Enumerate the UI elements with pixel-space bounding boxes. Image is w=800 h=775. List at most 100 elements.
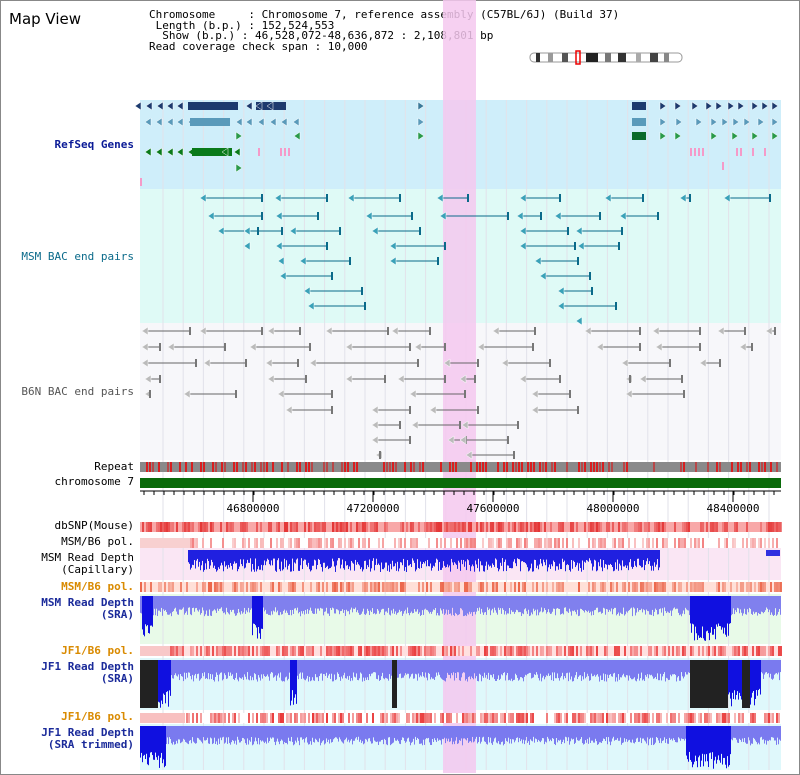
depth-bar (250, 660, 251, 676)
gene-arrow (584, 326, 592, 336)
depth-bar (366, 660, 367, 680)
depth-bar (618, 660, 619, 675)
heat-mark (318, 713, 320, 723)
heat-mark (708, 646, 710, 656)
depth-bar (258, 726, 259, 738)
depth-bar (331, 726, 332, 743)
depth-bar (472, 550, 473, 565)
depth-bar (353, 596, 354, 609)
gene-arrow (176, 101, 184, 111)
gene-arrow (727, 101, 735, 111)
track-label-msm-depth-sra[interactable]: MSM Read Depth (SRA) (41, 596, 134, 621)
gene-arrow (447, 435, 455, 445)
track-label-msm-b6-pol-1[interactable]: MSM/B6 pol. (61, 535, 134, 548)
heat-mark (612, 582, 614, 592)
depth-bar (223, 550, 224, 572)
depth-bar (171, 660, 172, 676)
bac-end-mark (507, 436, 509, 444)
depth-bar (627, 550, 628, 566)
track-label-msm-bac[interactable]: MSM BAC end pairs (21, 250, 134, 263)
heat-mark (582, 713, 584, 723)
heat-mark (588, 522, 590, 532)
track-label-jf1-depth-sra[interactable]: JF1 Read Depth (SRA) (41, 660, 134, 685)
heat-mark (246, 582, 248, 592)
heat-mark (776, 538, 778, 548)
heat-mark (722, 582, 724, 592)
depth-bar (181, 660, 182, 677)
heat-mark (686, 582, 688, 592)
repeat-mark (221, 462, 223, 472)
heat-mark (440, 582, 442, 592)
depth-bar (423, 726, 424, 740)
depth-bar (622, 550, 623, 561)
depth-bar (157, 596, 158, 616)
heat-mark (532, 522, 534, 532)
heat-mark (732, 646, 734, 656)
heat-mark (550, 646, 552, 656)
heat-mark (450, 522, 452, 532)
heat-mark (196, 646, 198, 656)
track-label-jf1-b6-pol-2[interactable]: JF1/B6 pol. (61, 710, 134, 723)
depth-bar (217, 660, 218, 675)
gene-arrow (604, 193, 612, 203)
depth-bar (542, 726, 543, 738)
heat-mark (192, 646, 194, 656)
depth-bar (301, 726, 302, 738)
depth-bar (189, 550, 190, 564)
heat-mark (170, 646, 172, 656)
depth-bar (233, 660, 234, 679)
depth-bar (207, 726, 208, 738)
track-label-refseq[interactable]: RefSeq Genes (54, 138, 134, 151)
depth-bar (220, 726, 221, 738)
depth-bar (255, 726, 256, 738)
heat-mark (434, 522, 436, 532)
heat-strip (140, 713, 781, 723)
depth-bar (299, 550, 300, 571)
depth-bar (155, 596, 156, 616)
track-label-b6n-bac[interactable]: B6N BAC end pairs (21, 385, 134, 398)
track-label-msm-depth-capillary[interactable]: MSM Read Depth (Capillary) (41, 551, 134, 576)
heat-mark (340, 646, 342, 656)
depth-bar (666, 726, 667, 739)
heat-mark (190, 646, 192, 656)
depth-bar (457, 550, 458, 569)
heat-mark (686, 713, 688, 723)
track-label-chromosome[interactable]: chromosome 7 (54, 475, 134, 488)
depth-bar (572, 596, 573, 611)
bac-end-mark (429, 327, 431, 335)
depth-bar (516, 660, 517, 676)
heat-mark (276, 646, 278, 656)
depth-bar (323, 550, 324, 563)
heat-mark (194, 538, 196, 548)
depth-bar (236, 550, 237, 564)
depth-bar (637, 726, 638, 738)
heat-mark (746, 582, 748, 592)
depth-bar (623, 660, 624, 674)
depth-bar (681, 726, 682, 739)
depth-bar (672, 596, 673, 611)
depth-bar (327, 550, 328, 566)
depth-bar (369, 550, 370, 560)
depth-bar (445, 596, 446, 614)
track-label-repeat[interactable]: Repeat (94, 460, 134, 473)
heat-mark (334, 522, 336, 532)
track-label-msm-b6-pol-2[interactable]: MSM/B6 pol. (61, 580, 134, 593)
depth-bar (565, 550, 566, 572)
heat-mark (558, 538, 560, 548)
track-label-dbsnp[interactable]: dbSNP(Mouse) (54, 519, 134, 532)
heat-mark (562, 582, 564, 592)
depth-bar (582, 596, 583, 611)
depth-bar (164, 660, 165, 695)
heat-mark (536, 522, 538, 532)
heat-mark (714, 522, 716, 532)
depth-bar (408, 550, 409, 566)
heat-mark (376, 646, 378, 656)
bac-end-mark (532, 343, 534, 351)
track-label-jf1-depth-trimmed[interactable]: JF1 Read Depth (SRA trimmed) (41, 726, 134, 751)
depth-bar (379, 660, 380, 681)
depth-bar (599, 726, 600, 743)
track-label-jf1-b6-pol-1[interactable]: JF1/B6 pol. (61, 644, 134, 657)
depth-bar (512, 596, 513, 612)
gene-arrow (554, 211, 562, 221)
